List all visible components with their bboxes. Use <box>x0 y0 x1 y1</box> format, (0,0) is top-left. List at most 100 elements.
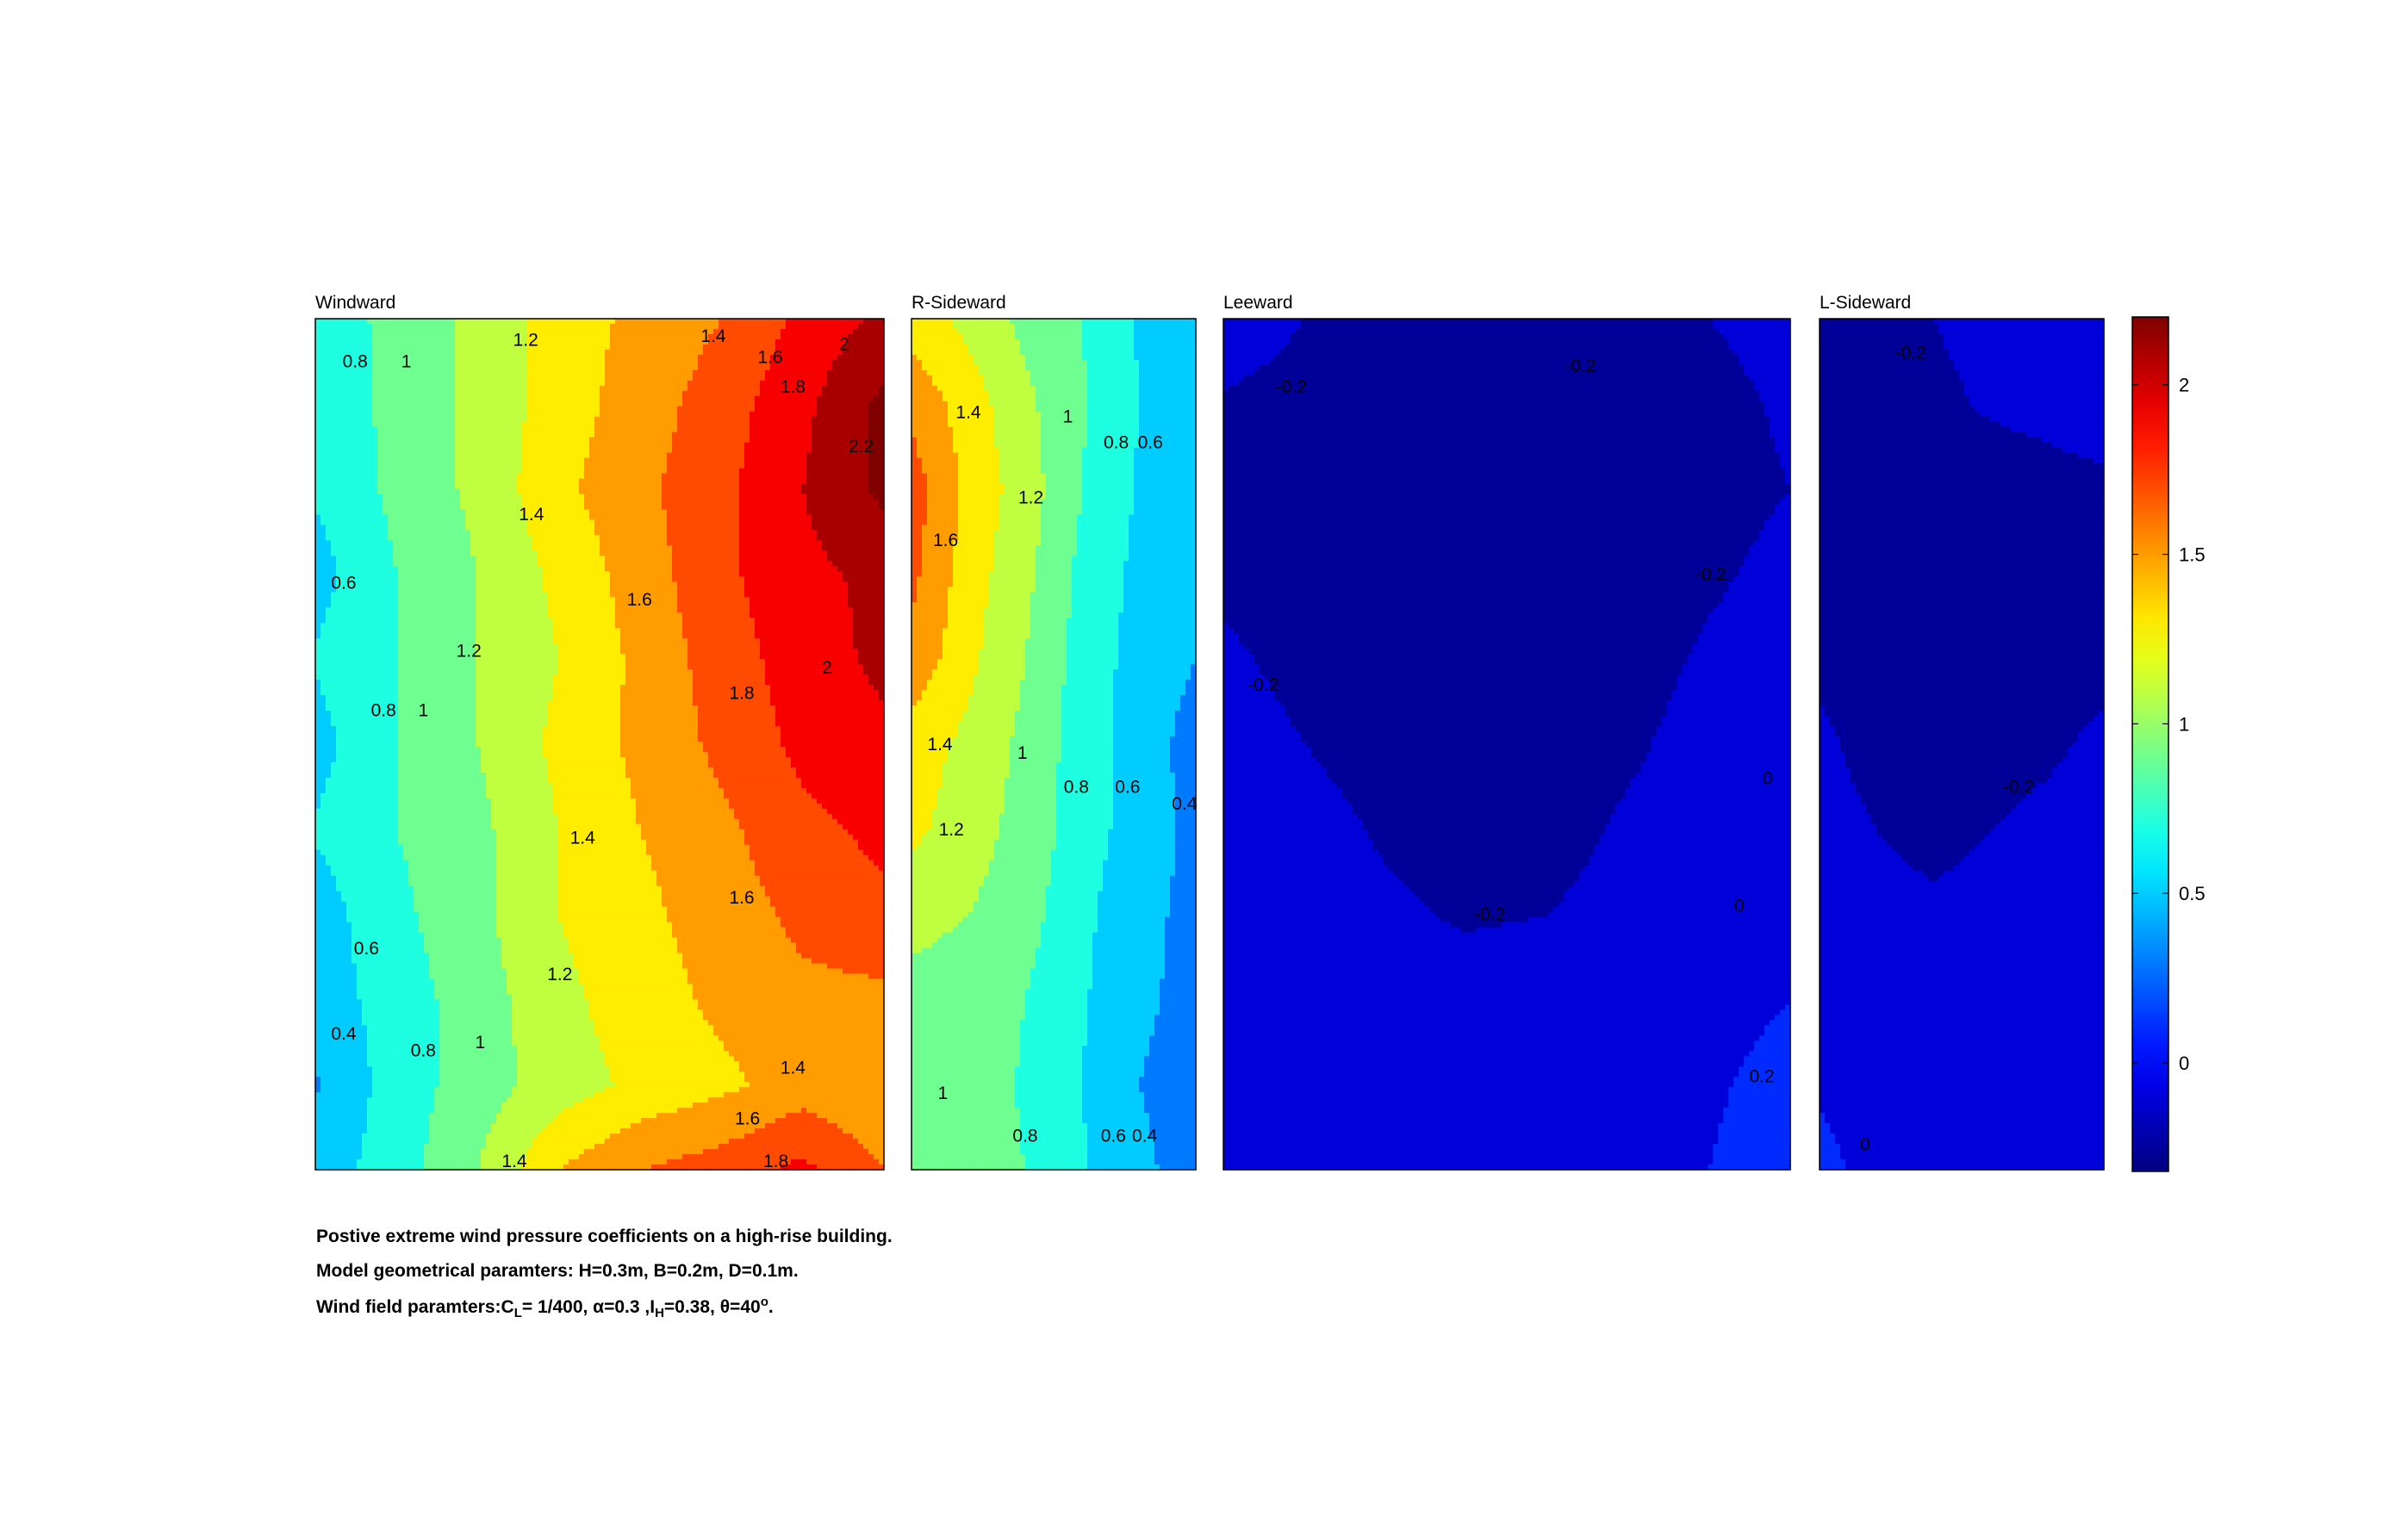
contour-cell <box>600 345 606 351</box>
contour-cell <box>651 386 657 392</box>
contour-cell <box>501 355 507 361</box>
contour-cell <box>408 401 414 407</box>
contour-cell <box>724 381 730 387</box>
contour-cell <box>326 324 332 330</box>
contour-cell <box>460 381 466 387</box>
contour-cell <box>672 319 678 325</box>
contour-cell <box>377 370 383 376</box>
contour-cell <box>414 360 420 366</box>
contour-cell <box>874 350 880 356</box>
contour-cell <box>470 329 476 335</box>
contour-cell <box>383 417 389 423</box>
contour-cell <box>615 324 621 330</box>
contour-cell <box>336 365 342 371</box>
contour-cell <box>393 329 399 335</box>
contour-cell <box>584 407 590 413</box>
contour-cell <box>868 319 874 325</box>
contour-cell <box>662 401 668 407</box>
contour-cell <box>336 396 342 402</box>
contour-cell <box>419 329 425 335</box>
contour-cell <box>465 381 471 387</box>
contour-cell <box>708 412 714 418</box>
contour-cell <box>843 381 849 387</box>
contour-cell <box>853 339 859 345</box>
contour-cell <box>734 381 740 387</box>
contour-cell <box>843 370 849 376</box>
contour-cell <box>584 324 590 330</box>
contour-cell <box>600 334 606 340</box>
contour-cell <box>646 339 652 345</box>
contour-cell <box>424 365 430 371</box>
contour-cell <box>460 355 466 361</box>
contour-cell <box>817 386 823 392</box>
contour-cell <box>414 391 420 397</box>
contour-cell <box>408 334 414 340</box>
contour-cell <box>491 412 497 418</box>
contour-cell <box>346 401 352 407</box>
contour-cell <box>801 365 807 371</box>
contour-cell <box>739 396 745 402</box>
contour-cell <box>646 350 652 356</box>
contour-cell <box>527 355 533 361</box>
contour-cell <box>419 350 425 356</box>
contour-cell <box>548 324 554 330</box>
contour-cell <box>393 360 399 366</box>
contour-cell <box>527 407 533 413</box>
contour-cell <box>615 365 621 371</box>
contour-cell <box>853 334 859 340</box>
contour-cell <box>336 370 342 376</box>
contour-cell <box>600 350 606 356</box>
contour-cell <box>584 401 590 407</box>
contour-cell <box>429 396 435 402</box>
contour-cell <box>605 350 611 356</box>
contour-cell <box>750 381 756 387</box>
contour-cell <box>320 412 327 418</box>
contour-cell <box>636 391 642 397</box>
contour-cell <box>341 417 347 423</box>
contour-cell <box>693 417 699 423</box>
contour-cell <box>651 417 657 423</box>
contour-cell <box>832 329 838 335</box>
contour-cell <box>450 339 456 345</box>
contour-cell <box>770 407 776 413</box>
contour-cell <box>496 360 502 366</box>
contour-cell <box>677 381 683 387</box>
contour-cell <box>605 401 611 407</box>
contour-cell <box>698 396 704 402</box>
contour-cell <box>682 329 688 335</box>
contour-cell <box>486 345 492 351</box>
contour-cell <box>760 324 766 330</box>
contour-cell <box>605 396 611 402</box>
contour-cell <box>450 370 456 376</box>
contour-cell <box>724 407 730 413</box>
contour-cell <box>594 370 600 376</box>
contour-cell <box>863 391 869 397</box>
contour-cell <box>770 417 776 423</box>
contour-cell <box>662 350 668 356</box>
contour-cell <box>594 345 600 351</box>
contour-cell <box>429 417 435 423</box>
contour-cell <box>677 365 683 371</box>
contour-cell <box>744 324 750 330</box>
contour-cell <box>388 376 394 382</box>
contour-cell <box>460 401 466 407</box>
contour-cell <box>600 360 606 366</box>
contour-cell <box>424 370 430 376</box>
contour-cell <box>750 355 756 361</box>
contour-cell <box>656 334 663 340</box>
contour-cell <box>641 391 647 397</box>
contour-cell <box>615 334 621 340</box>
contour-cell <box>414 355 420 361</box>
contour-cell <box>476 324 482 330</box>
contour-cell <box>460 412 466 418</box>
contour-cell <box>434 407 440 413</box>
contour-cell <box>331 355 337 361</box>
contour-cell <box>460 407 466 413</box>
contour-cell <box>579 412 585 418</box>
contour-cell <box>672 370 678 376</box>
contour-cell <box>662 345 668 351</box>
contour-cell <box>377 381 383 387</box>
contour-cell <box>548 396 554 402</box>
contour-cell <box>770 391 776 397</box>
contour-cell <box>491 370 497 376</box>
